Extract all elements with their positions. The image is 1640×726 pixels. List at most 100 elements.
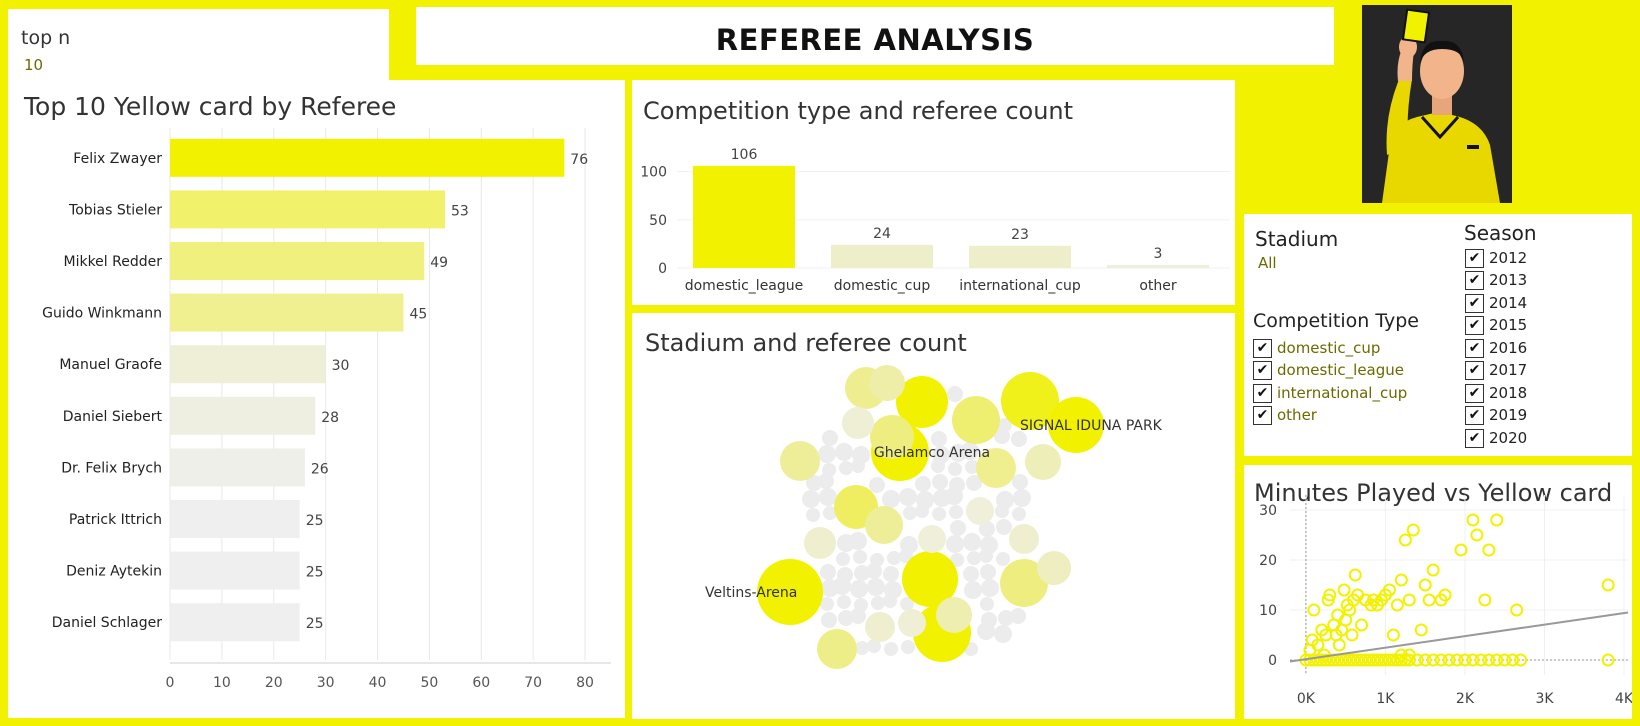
x-tick-label: 40 (369, 675, 387, 691)
chart-title: Minutes Played vs Yellow card (1254, 479, 1613, 507)
checkbox-checked[interactable]: ✔ (1253, 405, 1272, 425)
competition-option-label: international_cup (1277, 384, 1408, 402)
checkbox-checked[interactable]: ✔ (1465, 360, 1484, 380)
season-option[interactable]: ✔ 2015 (1465, 314, 1527, 336)
stadium-bubble (950, 553, 964, 567)
stadium-bubble (903, 506, 917, 520)
stadium-bubble (806, 475, 822, 491)
stadium-bubble (979, 549, 993, 563)
stadium-bubble (849, 532, 867, 550)
stadium-bubble (980, 597, 994, 611)
y-tick-label: 50 (649, 213, 667, 229)
season-option-label: 2013 (1489, 271, 1528, 289)
stadium-bubble (961, 442, 979, 460)
season-option[interactable]: ✔ 2017 (1465, 359, 1527, 381)
category-label: Mikkel Redder (64, 254, 163, 270)
bar (170, 242, 425, 280)
checkbox-checked[interactable]: ✔ (1465, 270, 1484, 290)
season-option-label: 2015 (1489, 316, 1528, 334)
stadium-bubble (822, 430, 838, 446)
column-bar (831, 244, 933, 268)
bar (170, 551, 300, 590)
top-n-value[interactable]: 10 (24, 56, 44, 74)
stadium-bubble (865, 506, 903, 544)
scatter-chart-svg: 0 10 20 30 0K 1K 2K 3K 4K (1259, 495, 1632, 707)
scatter-point (1510, 603, 1524, 617)
stadium-bubble (869, 477, 885, 493)
stadium-bubble (780, 441, 820, 481)
stadium-bubble (918, 525, 946, 553)
y-tick-label: 30 (1259, 503, 1277, 519)
stadium-bubble (946, 535, 964, 553)
competition-option[interactable]: ✔ other (1253, 404, 1317, 426)
scatter-point (1414, 623, 1428, 637)
data-label: 30 (332, 358, 350, 374)
stadium-bubble (887, 551, 901, 565)
x-tick-label: 70 (524, 675, 542, 691)
top-n-label: top n (21, 27, 71, 49)
scatter-point (1458, 653, 1472, 667)
stadium-bubble (883, 566, 899, 582)
stadium-bubble (870, 415, 914, 459)
stadium-bubble (1000, 559, 1048, 607)
stadium-bubble (1048, 397, 1104, 453)
season-option[interactable]: ✔ 2018 (1465, 382, 1527, 404)
stadium-bubble (996, 552, 1010, 566)
scatter-point (1478, 593, 1492, 607)
season-option[interactable]: ✔ 2013 (1465, 269, 1527, 291)
title-banner: REFEREE ANALYSIS (416, 7, 1334, 65)
scatter-point (1490, 653, 1504, 667)
checkbox-checked[interactable]: ✔ (1253, 383, 1272, 403)
stadium-bubble (900, 597, 914, 611)
stadium-bubble (948, 462, 962, 476)
x-tick-label: 60 (472, 675, 490, 691)
stadium-bubble (850, 580, 868, 598)
category-label: Daniel Siebert (63, 409, 163, 425)
top-n-parameter[interactable]: top n 10 (8, 9, 389, 83)
competition-type-chart: Competition type and referee count 0 50 10… (632, 80, 1235, 305)
stadium-bubble (818, 473, 834, 489)
bar (170, 138, 565, 177)
scatter-point (1466, 653, 1480, 667)
checkbox-checked[interactable]: ✔ (1465, 405, 1484, 425)
scatter-point (1390, 598, 1404, 612)
scatter-point (1348, 568, 1362, 582)
stadium-bubble (994, 625, 1012, 643)
stadium-bubble (1011, 431, 1027, 447)
y-tick-label: 100 (640, 165, 667, 181)
stadium-bubble (931, 459, 945, 473)
bar (170, 345, 326, 384)
data-label: 25 (306, 513, 324, 529)
bar (170, 396, 316, 435)
stadium-label: Ghelamco Arena (874, 445, 990, 461)
stadium-bubble (981, 579, 999, 597)
season-option[interactable]: ✔ 2014 (1465, 292, 1527, 314)
stadium-bubble (932, 474, 948, 490)
checkbox-checked[interactable]: ✔ (1465, 248, 1484, 268)
checkbox-checked[interactable]: ✔ (1465, 383, 1484, 403)
stadium-bubble (820, 564, 836, 580)
scatter-point (1434, 653, 1448, 667)
checkbox-checked[interactable]: ✔ (1465, 338, 1484, 358)
stadium-bubble (817, 629, 857, 669)
season-option[interactable]: ✔ 2012 (1465, 247, 1527, 269)
competition-option[interactable]: ✔ international_cup (1253, 382, 1407, 404)
checkbox-checked[interactable]: ✔ (1465, 315, 1484, 335)
checkbox-checked[interactable]: ✔ (1253, 360, 1272, 380)
checkbox-checked[interactable]: ✔ (1465, 428, 1484, 448)
data-label: 25 (306, 565, 324, 581)
season-option[interactable]: ✔ 2019 (1465, 404, 1527, 426)
scatter-point (1601, 653, 1615, 667)
x-tick-label: 30 (317, 675, 335, 691)
checkbox-checked[interactable]: ✔ (1465, 293, 1484, 313)
season-option[interactable]: ✔ 2016 (1465, 337, 1527, 359)
competition-option[interactable]: ✔ domestic_league (1253, 359, 1404, 381)
stadium-bubble (839, 461, 853, 475)
stadium-bubble (820, 597, 834, 611)
checkbox-checked[interactable]: ✔ (1253, 338, 1272, 358)
season-option[interactable]: ✔ 2020 (1465, 427, 1527, 449)
competition-option[interactable]: ✔ domestic_cup (1253, 337, 1380, 359)
stadium-bubble (1010, 608, 1026, 624)
stadium-filter-value[interactable]: All (1258, 254, 1277, 272)
x-tick-label: 3K (1535, 691, 1554, 707)
